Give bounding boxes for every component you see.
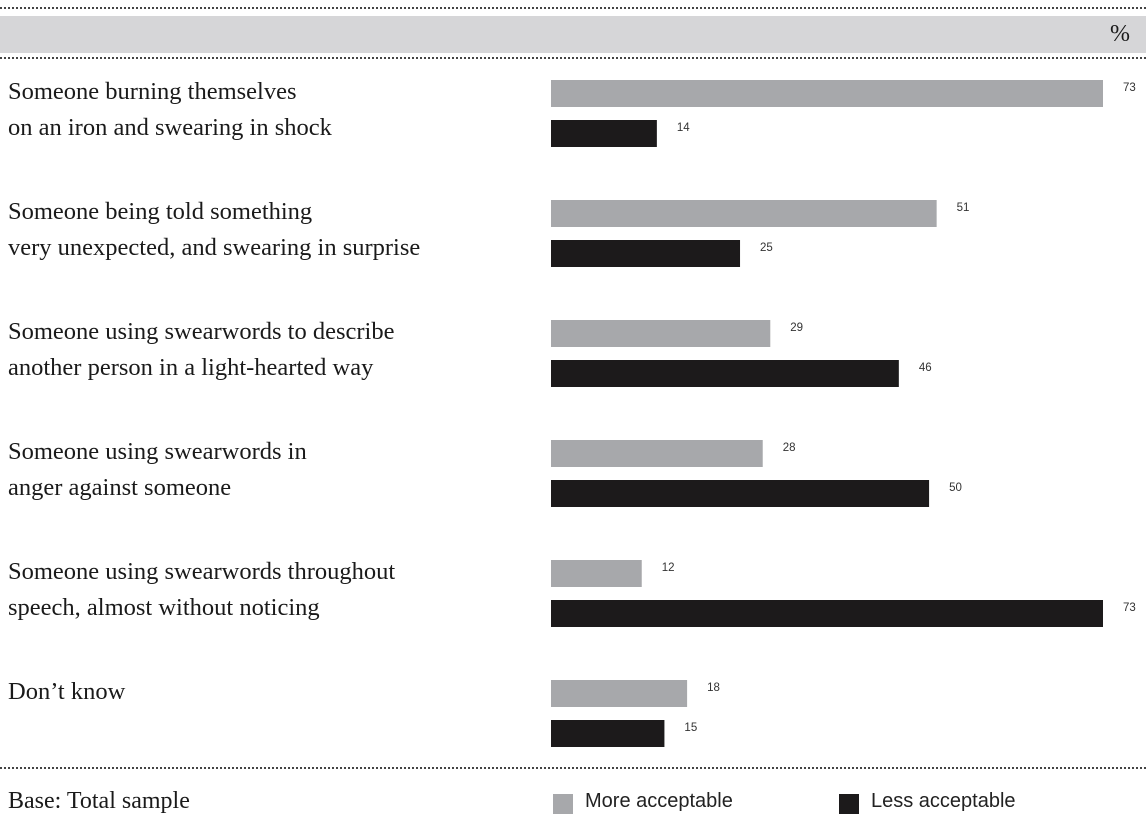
base-note: Base: Total sample: [8, 788, 190, 814]
bottom-dotted-rule: [0, 767, 1146, 769]
data-label: 29: [790, 322, 803, 334]
bar: [551, 120, 657, 147]
chart-header-band: %: [0, 16, 1146, 53]
header-dotted-rule: [0, 57, 1146, 59]
bar: [551, 720, 665, 747]
category-label: Someone using swearwords throughout speec…: [8, 558, 396, 621]
bar: [551, 600, 1103, 627]
bar: [551, 240, 741, 267]
category-label: Someone using swearwords to describe anot…: [8, 318, 395, 381]
category-label: Someone burning themselves on an iron and…: [8, 78, 332, 141]
data-label: 25: [760, 242, 773, 254]
top-dotted-rule: [0, 7, 1146, 9]
legend-item-more-acceptable: More acceptable: [553, 786, 733, 816]
data-label: 46: [919, 362, 932, 374]
legend-swatch-more-acceptable: [553, 794, 573, 814]
bar: [551, 560, 642, 587]
category-label: Someone using swearwords in anger against…: [8, 438, 307, 501]
data-label: 73: [1123, 602, 1136, 614]
data-label: 50: [949, 482, 962, 494]
bar: [551, 440, 763, 467]
bar: [551, 480, 930, 507]
bar: [551, 80, 1103, 107]
category-label: Don’t know: [8, 678, 126, 705]
unit-label: %: [1110, 21, 1130, 47]
data-label: 51: [957, 202, 970, 214]
legend-label-less-acceptable: Less acceptable: [871, 789, 1016, 812]
legend-item-less-acceptable: Less acceptable: [839, 786, 1016, 816]
data-label: 14: [677, 122, 690, 134]
legend-swatch-less-acceptable: [839, 794, 859, 814]
data-label: 28: [783, 442, 796, 454]
data-label: 12: [662, 562, 675, 574]
data-label: 73: [1123, 82, 1136, 94]
bar: [551, 320, 771, 347]
data-label: 15: [684, 722, 697, 734]
category-label: Someone being told something very unexpec…: [8, 198, 421, 261]
legend-label-more-acceptable: More acceptable: [585, 789, 733, 812]
data-label: 18: [707, 682, 720, 694]
bar: [551, 360, 899, 387]
bar: [551, 200, 937, 227]
bar: [551, 680, 688, 707]
